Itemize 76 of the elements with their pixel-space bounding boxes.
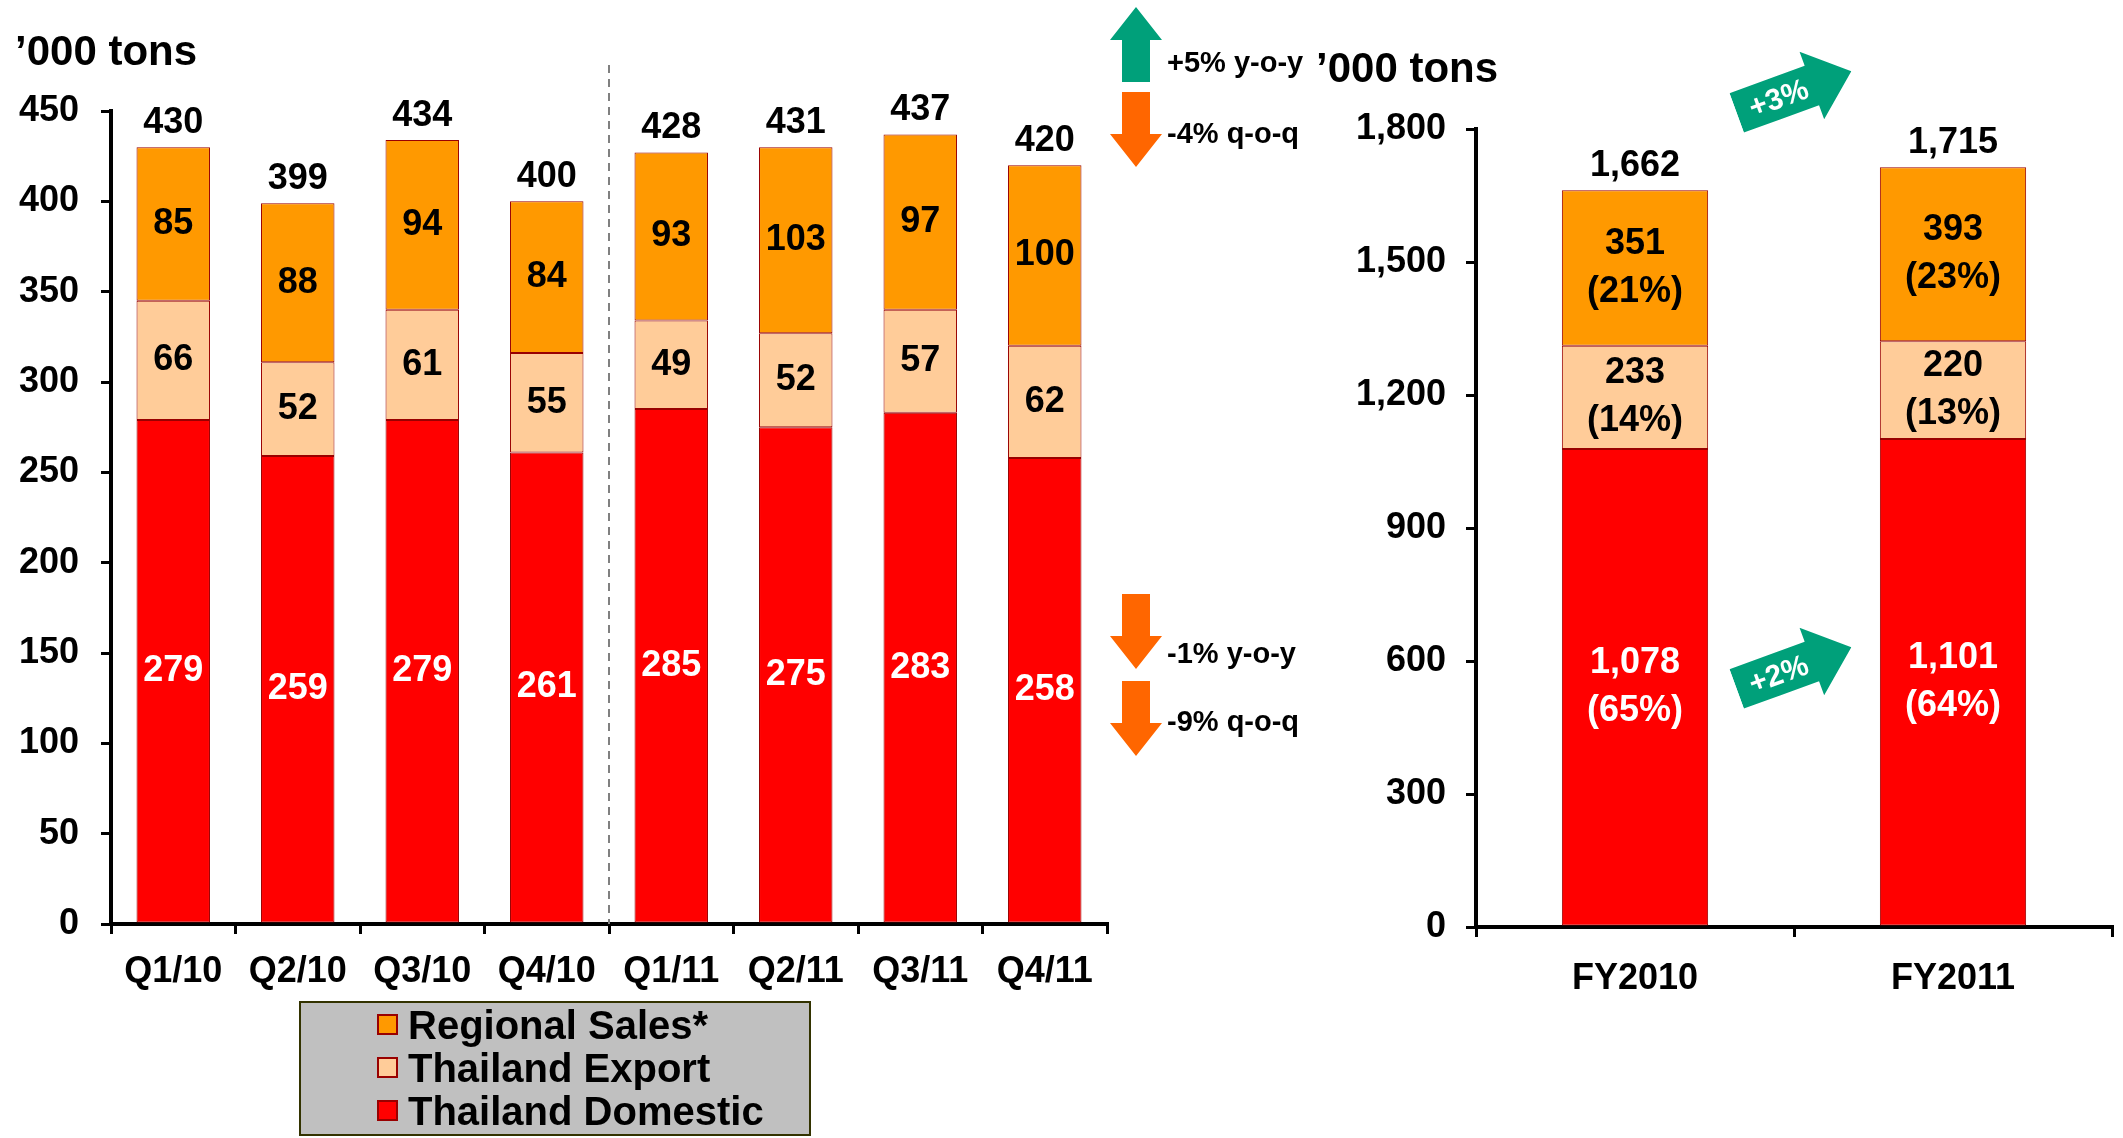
data-label: 279 — [143, 648, 204, 690]
y-tick-label: 1,500 — [1355, 238, 1446, 280]
data-label: 258 — [1014, 667, 1075, 709]
x-tick-label: FY2010 — [1571, 955, 1699, 997]
y-tick-label: 450 — [18, 87, 79, 129]
x-tick-label: Q2/11 — [747, 948, 844, 990]
data-label: 100 — [1014, 232, 1075, 274]
y-tick-label: 350 — [18, 268, 79, 310]
data-label: 52 — [775, 357, 816, 399]
data-label: 94 — [402, 201, 443, 243]
data-label: 275 — [765, 651, 826, 693]
data-label: 283 — [890, 644, 951, 686]
data-label: 103 — [765, 217, 826, 259]
total-label: 428 — [641, 105, 702, 147]
x-tick-label: Q1/10 — [124, 948, 223, 990]
y-tick-label: 900 — [1385, 504, 1446, 546]
y-tick-label: 1,200 — [1355, 371, 1446, 413]
data-label: 52 — [277, 386, 318, 428]
data-label: 1,101 (64%) — [1904, 635, 2002, 725]
data-label: 85 — [153, 200, 194, 242]
total-label: 399 — [267, 156, 328, 198]
total-label: 431 — [765, 100, 826, 142]
data-label: 1,078 (65%) — [1586, 640, 1684, 730]
y-tick-label: 0 — [58, 900, 79, 942]
annotation: +2% — [1743, 647, 1813, 700]
y-tick-label: 250 — [18, 449, 79, 491]
text: -9% q-o-q — [1167, 704, 1300, 737]
y-tick-label: 150 — [18, 629, 79, 671]
y-tick-label: 300 — [18, 358, 79, 400]
data-label: 220 (13%) — [1904, 343, 2002, 433]
y-tick-label: 300 — [1385, 770, 1446, 812]
y-tick-label: 200 — [18, 539, 79, 581]
data-label: 57 — [900, 338, 941, 380]
y-tick-label: 400 — [18, 178, 79, 220]
y-tick-label: 600 — [1385, 637, 1446, 679]
data-label: 233 (14%) — [1586, 350, 1684, 440]
data-label: 93 — [651, 213, 692, 255]
data-label: 279 — [392, 648, 453, 690]
y-tick-label: 100 — [18, 720, 79, 762]
data-label: 261 — [516, 664, 577, 706]
data-label: 97 — [900, 199, 941, 241]
y-tick-label: 50 — [38, 810, 79, 852]
data-label: 55 — [526, 379, 567, 421]
data-label: 62 — [1024, 378, 1065, 420]
x-tick-label: Q1/11 — [623, 948, 720, 990]
x-tick-label: Q2/10 — [248, 948, 347, 990]
y-tick-label: 1,800 — [1355, 105, 1446, 147]
data-label: 259 — [267, 666, 328, 708]
x-tick-label: FY2011 — [1890, 955, 2016, 997]
data-label: 66 — [153, 337, 194, 379]
legend-label: Regional Sales* — [408, 1002, 709, 1047]
y-tick-label: 0 — [1425, 903, 1446, 945]
text: -1% y-o-y — [1167, 636, 1296, 669]
total-label: 1,715 — [1907, 120, 1999, 162]
total-label: 420 — [1014, 118, 1075, 160]
data-label: 49 — [651, 341, 692, 383]
text: +3% — [1743, 71, 1813, 124]
data-label: 88 — [277, 259, 318, 301]
data-label: 393 (23%) — [1904, 207, 2002, 297]
total-label: 1,662 — [1589, 143, 1681, 185]
total-label: 400 — [516, 154, 577, 196]
x-tick-label: Q3/10 — [373, 948, 472, 990]
y-axis-title: ’000 tons — [15, 27, 198, 74]
total-label: 434 — [392, 92, 453, 134]
data-label: 351 (21%) — [1586, 220, 1684, 310]
total-label: 430 — [143, 100, 204, 142]
text: -4% q-o-q — [1167, 116, 1300, 149]
x-tick-label: Q4/10 — [497, 948, 596, 990]
data-label: 285 — [641, 642, 702, 684]
data-label: 61 — [402, 341, 443, 383]
x-tick-label: Q4/11 — [996, 948, 1093, 990]
total-label: 437 — [890, 87, 951, 129]
text: +5% y-o-y — [1167, 45, 1304, 78]
x-tick-label: Q3/11 — [872, 948, 969, 990]
data-label: 84 — [526, 254, 567, 296]
y-axis-title: ’000 tons — [1316, 44, 1499, 91]
